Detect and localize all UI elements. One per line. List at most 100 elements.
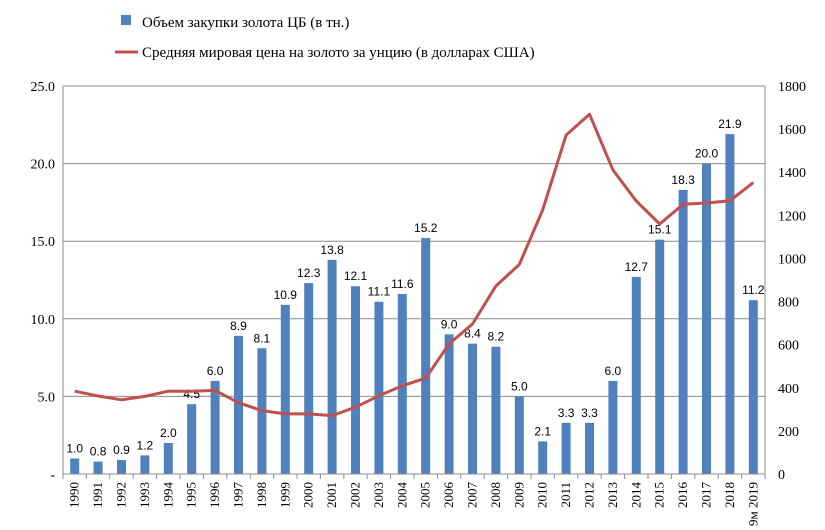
y-left-ticks: - 5.0 10.0 15.0 20.0 25.0 [31,80,56,483]
axes [62,86,766,479]
x-tick-label: 2008 [488,482,503,508]
bar-data-label: 0.9 [113,443,130,457]
bar [514,396,524,474]
bar-data-label: 1.0 [66,441,83,455]
bar [468,343,477,474]
x-ticks: 1990 1991 1992 1993 1994 1995 1996 1997 1998 1999… [67,482,761,526]
bar-data-label: 1.2 [137,438,154,452]
x-tick-label: 2009 [511,482,526,508]
bar-data-label: 8.9 [230,319,247,333]
legend-bar-label: Объем закупки золота ЦБ (в тн.) [142,15,349,31]
x-tick-label: 1994 [160,482,175,509]
price-line [74,112,755,418]
bar [538,441,548,474]
y-right-tick-label: 1200 [778,209,806,224]
y-left-tick-label: 15.0 [31,235,56,250]
bar [70,458,80,474]
x-tick-label: 2002 [348,482,363,508]
bar [748,300,758,474]
legend-bar-swatch [121,15,131,25]
gridlines [63,85,765,397]
x-tick-label: 1995 [184,482,199,508]
bar-data-label: 12.3 [297,266,321,280]
bar [725,134,735,474]
bar-data-label: 12.7 [625,260,649,274]
y-right-tick-label: 0 [778,468,785,483]
legend-line-label: Средняя мировая цена на золото за унцию … [142,45,535,61]
bar-data-label: 6.0 [605,364,622,378]
x-tick-label: 2016 [675,482,690,509]
bar [702,163,711,474]
x-tick-label: 2010 [535,482,550,508]
bar [210,380,220,474]
y-right-tick-label: 1800 [778,80,806,95]
bar [351,286,360,474]
x-tick-label: 1993 [137,482,152,508]
bar-data-label: 15.2 [414,221,438,235]
bar-data-label: 21.9 [718,117,742,131]
x-tick-label: 1996 [207,482,222,509]
x-tick-label: 2001 [324,482,339,508]
x-tick-label: 2003 [371,482,386,508]
bar [608,380,618,474]
y-left-tick-label: 5.0 [38,390,56,405]
bar [561,422,571,474]
y-right-tick-label: 1000 [778,252,806,267]
bar-data-label: 9.0 [441,317,458,331]
bar-data-label: 13.8 [320,243,344,257]
bar-data-label: 2.0 [160,426,177,440]
bar [187,404,197,474]
bar-series [70,134,758,474]
x-tick-label: 2015 [652,482,667,508]
bar [585,422,594,474]
y-left-tick-label: - [50,468,55,483]
bar [93,461,103,474]
bar-data-label: 8.2 [488,330,505,344]
x-tick-label: 2018 [722,482,737,508]
bar [327,259,337,474]
y-left-tick-label: 10.0 [31,313,56,328]
x-tick-label: 2005 [418,482,433,508]
x-tick-label: 2007 [465,482,480,509]
bar-data-label: 11.6 [391,277,414,291]
y-right-tick-label: 800 [778,296,799,311]
bar [140,455,150,474]
bar-data-label: 8.1 [254,331,271,345]
bar-data-label: 20.0 [695,147,719,161]
y-right-tick-label: 200 [778,425,799,440]
price-line-series [74,112,755,418]
bar [117,460,126,474]
y-left-tick-label: 20.0 [31,158,56,173]
bar-data-label: 11.1 [368,285,391,299]
x-tick-label: 1999 [277,482,292,508]
bar [491,346,501,474]
y-left-tick-label: 25.0 [31,80,56,95]
bar [234,335,243,474]
bar [421,238,431,474]
x-tick-label: 9м 2019 [745,482,760,526]
x-tick-label: 1998 [254,482,269,508]
bar-data-labels: 1.0 0.8 0.9 1.22.04.56.08.98.110.912.313.81… [66,117,765,458]
bar-data-label: 3.3 [558,406,575,420]
bar [444,334,454,474]
x-tick-label: 2017 [699,482,714,509]
x-tick-label: 2012 [582,482,597,508]
y-right-tick-label: 600 [778,339,799,354]
y-right-tick-label: 1600 [778,123,806,138]
x-tick-label: 1990 [67,482,82,508]
y-right-tick-label: 1400 [778,166,806,181]
bar [374,301,384,474]
x-tick-label: 1992 [114,482,129,508]
x-tick-label: 2000 [301,482,316,508]
legend: Объем закупки золота ЦБ (в тн.) Средняя … [115,15,535,61]
bar-data-label: 18.3 [671,173,695,187]
bar-data-label: 4.5 [183,387,200,401]
y-right-ticks: 0 200 400 600 800 1000 1200 1400 1600 1800 [778,80,806,483]
x-tick-label: 2004 [394,482,409,509]
bar-data-label: 11.2 [742,283,765,297]
x-tick-label: 1991 [90,482,105,508]
bar-data-label: 5.0 [511,379,528,393]
bar [304,283,314,474]
bar-data-label: 2.1 [534,424,551,438]
